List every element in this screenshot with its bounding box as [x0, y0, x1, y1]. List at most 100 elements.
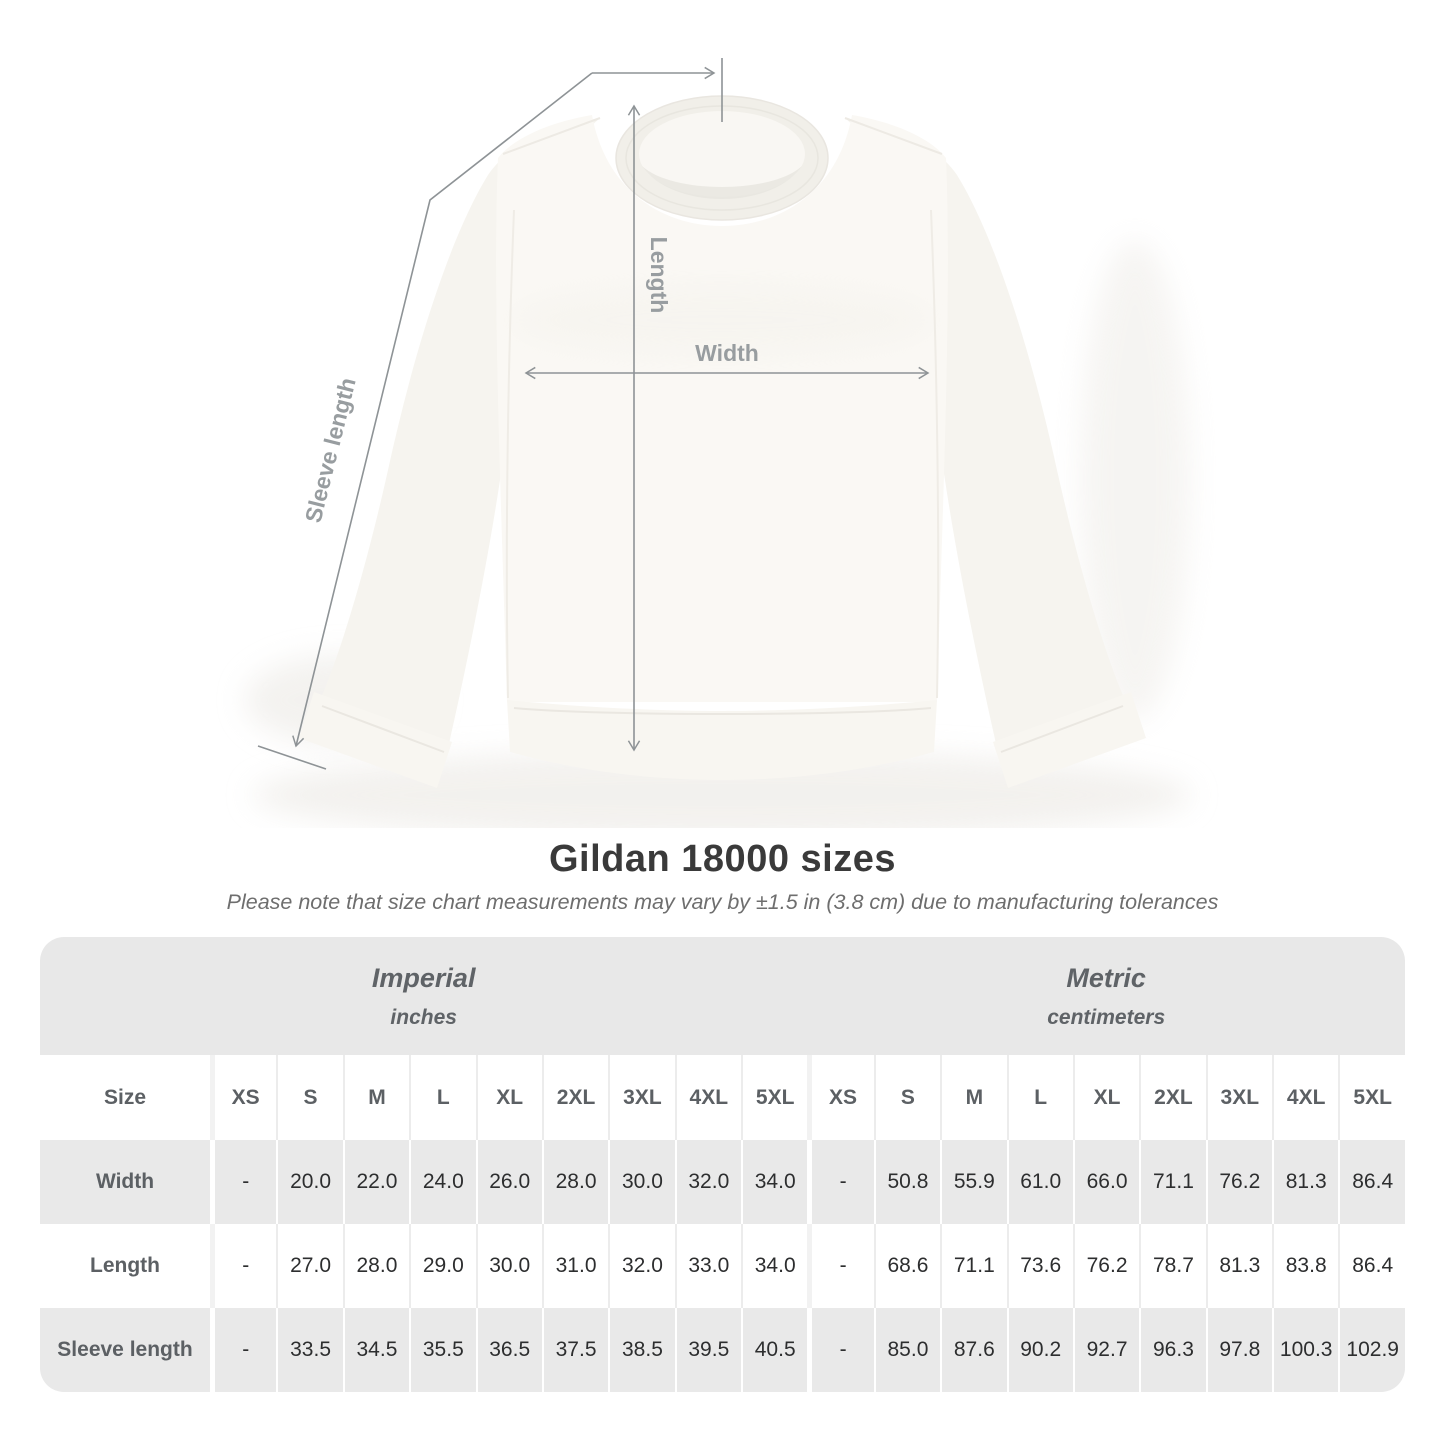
value-cell: -	[210, 1308, 277, 1392]
size-header-metric-L: L	[1006, 1055, 1073, 1140]
unit-group-header-imperial: Imperial inches	[40, 937, 808, 1055]
value-cell: 26.0	[475, 1140, 542, 1224]
size-header-imperial-L: L	[409, 1055, 476, 1140]
value-cell: 76.2	[1072, 1224, 1140, 1308]
value-cell: 32.0	[674, 1140, 741, 1224]
unit-group-sublabel: centimeters	[1047, 1005, 1166, 1029]
value-cell: 97.8	[1205, 1308, 1272, 1392]
table-row: Sleeve length -33.5 34.5 35.5 36.5 37.5 38.5 39…	[40, 1308, 1405, 1392]
value-cell: 28.0	[342, 1224, 410, 1308]
value-cell: 28.0	[541, 1140, 609, 1224]
product-measurement-figure: Length Width Sleeve length	[245, 58, 1192, 828]
size-header-metric-2XL: 2XL	[1139, 1055, 1206, 1140]
size-column-header: Size	[40, 1055, 210, 1140]
unit-group-header-metric: Metric centimeters	[807, 937, 1405, 1055]
value-cell: -	[210, 1224, 277, 1308]
size-header-imperial-S: S	[276, 1055, 343, 1140]
value-cell: 34.5	[342, 1308, 410, 1392]
left-cuff	[299, 692, 452, 788]
left-shoulder-seam	[502, 117, 601, 155]
size-header-imperial-M: M	[342, 1055, 410, 1140]
value-cell: 71.1	[940, 1224, 1007, 1308]
value-cell: 96.3	[1139, 1308, 1206, 1392]
unit-group-band: Imperial inches Metric centimeters	[40, 937, 1405, 1055]
table-row: Width -20.0 22.0 24.0 26.0 28.0 30.0 32.0 34.0-5…	[40, 1140, 1405, 1224]
length-label: Length	[646, 237, 672, 314]
size-header-metric-S: S	[873, 1055, 941, 1140]
value-cell: 34.0	[741, 1224, 808, 1308]
value-cell: -	[210, 1140, 277, 1224]
value-cell: 27.0	[276, 1224, 343, 1308]
size-header-imperial-4XL: 4XL	[674, 1055, 741, 1140]
value-cell: 86.4	[1338, 1224, 1405, 1308]
right-cuff-seam	[1000, 705, 1124, 753]
value-cell: 83.8	[1272, 1224, 1339, 1308]
size-table: Imperial inches Metric centimeters Size XS S M L…	[40, 937, 1405, 1392]
right-shoulder-seam	[844, 117, 943, 155]
value-cell: -	[807, 1140, 874, 1224]
left-sleeve	[320, 118, 600, 748]
table-row: Length -27.0 28.0 29.0 30.0 31.0 32.0 33.0 34.0-…	[40, 1224, 1405, 1308]
value-cell: 73.6	[1006, 1224, 1073, 1308]
size-header-imperial-5XL: 5XL	[741, 1055, 808, 1140]
left-cuff-seam	[321, 705, 445, 753]
value-cell: 34.0	[741, 1140, 808, 1224]
cuff-tick	[257, 745, 327, 770]
value-cell: 92.7	[1072, 1308, 1140, 1392]
value-cell: 37.5	[541, 1308, 609, 1392]
size-header-imperial-2XL: 2XL	[541, 1055, 609, 1140]
value-cell: 85.0	[873, 1308, 941, 1392]
value-cell: 100.3	[1272, 1308, 1339, 1392]
collar-inner-shadow	[642, 166, 802, 199]
photo-shadows	[245, 240, 1192, 828]
sleeve-length-label: Sleeve length	[300, 375, 361, 525]
size-table-container: Imperial inches Metric centimeters Size XS S M L…	[40, 937, 1405, 1392]
value-cell: 35.5	[409, 1308, 476, 1392]
value-cell: 102.9	[1338, 1308, 1405, 1392]
body-panel	[496, 115, 948, 702]
value-cell: 90.2	[1006, 1308, 1073, 1392]
row-label: Sleeve length	[40, 1308, 210, 1392]
value-cell: 39.5	[674, 1308, 741, 1392]
size-header-metric-XL: XL	[1072, 1055, 1140, 1140]
unit-group-label: Imperial	[371, 962, 476, 993]
value-cell: 76.2	[1205, 1140, 1272, 1224]
size-header-metric-4XL: 4XL	[1272, 1055, 1339, 1140]
sleeve-length-arrow	[292, 72, 593, 748]
value-cell: 61.0	[1006, 1140, 1073, 1224]
right-side-seam	[930, 209, 940, 699]
row-label: Length	[40, 1224, 210, 1308]
value-cell: 40.5	[741, 1308, 808, 1392]
value-cell: 78.7	[1139, 1224, 1206, 1308]
right-sleeve	[845, 118, 1125, 748]
value-cell: 66.0	[1072, 1140, 1140, 1224]
value-cell: 22.0	[342, 1140, 410, 1224]
size-header-metric-3XL: 3XL	[1205, 1055, 1272, 1140]
left-side-seam	[505, 209, 515, 699]
width-label: Width	[695, 340, 759, 366]
value-cell: 68.6	[873, 1224, 941, 1308]
unit-group-label: Metric	[1066, 962, 1146, 993]
value-cell: 24.0	[409, 1140, 476, 1224]
row-label: Width	[40, 1140, 210, 1224]
value-cell: -	[807, 1308, 874, 1392]
size-header-metric-5XL: 5XL	[1338, 1055, 1405, 1140]
value-cell: 33.5	[276, 1308, 343, 1392]
value-cell: 30.0	[475, 1224, 542, 1308]
value-cell: 38.5	[608, 1308, 675, 1392]
value-cell: 32.0	[608, 1224, 675, 1308]
value-cell: -	[807, 1224, 874, 1308]
value-cell: 50.8	[873, 1140, 941, 1224]
value-cell: 30.0	[608, 1140, 675, 1224]
unit-group-sublabel: inches	[390, 1005, 457, 1029]
value-cell: 36.5	[475, 1308, 542, 1392]
hem-seam	[513, 707, 932, 715]
value-cell: 33.0	[674, 1224, 741, 1308]
value-cell: 20.0	[276, 1140, 343, 1224]
sweatshirt-illustration	[299, 95, 1146, 788]
size-header-metric-M: M	[940, 1055, 1007, 1140]
collar-opening	[639, 111, 805, 197]
value-cell: 81.3	[1205, 1224, 1272, 1308]
value-cell: 81.3	[1272, 1140, 1339, 1224]
